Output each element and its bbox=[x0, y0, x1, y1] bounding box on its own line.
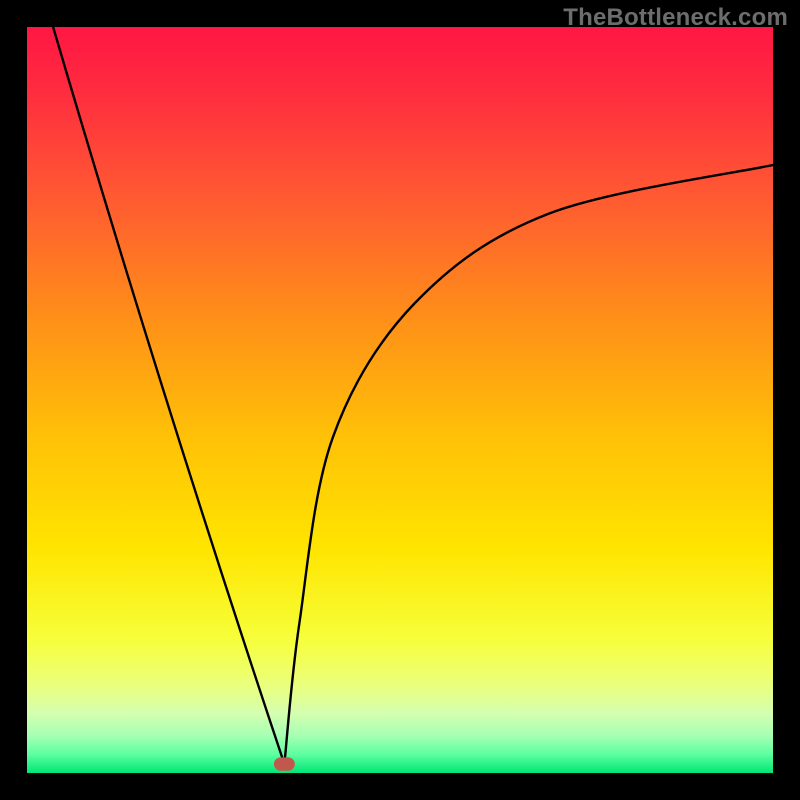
plot-background bbox=[27, 27, 773, 773]
chart-stage: TheBottleneck.com bbox=[0, 0, 800, 800]
min-point-marker bbox=[274, 757, 295, 770]
chart-svg bbox=[0, 0, 800, 800]
watermark-text: TheBottleneck.com bbox=[563, 4, 788, 32]
